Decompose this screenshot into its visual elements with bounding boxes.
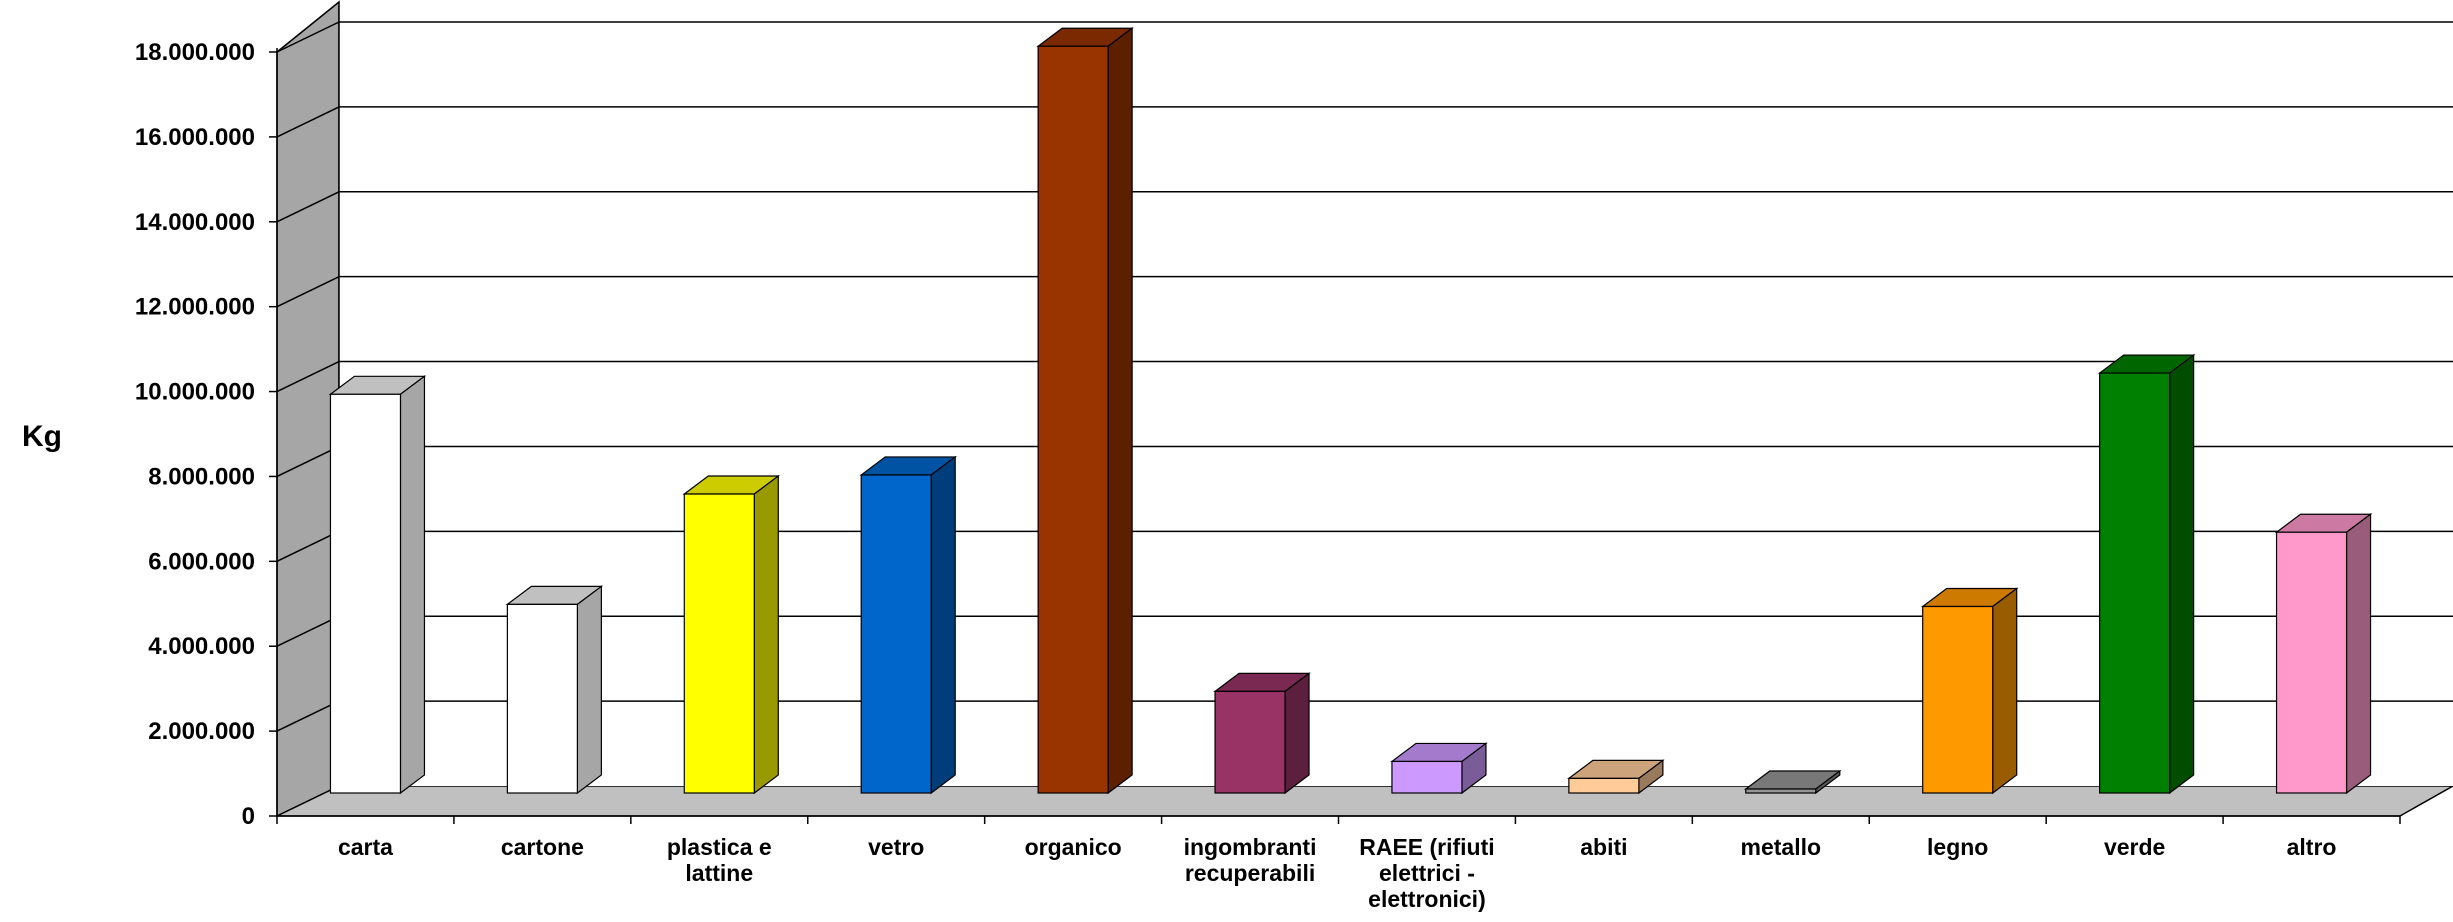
x-category-label: abiti [1580, 834, 1627, 860]
bar-9 [1920, 587, 2019, 795]
bar-front [683, 493, 755, 794]
gridline-diagonal [276, 21, 340, 53]
x-category-label: RAEE (rifiuti elettrici -elettronici) [1359, 834, 1494, 912]
bar-front [1745, 788, 1817, 794]
gridline-diagonal [276, 445, 340, 478]
gridline-diagonal [276, 615, 340, 647]
bar-front [860, 474, 932, 794]
bar-side [2345, 513, 2372, 795]
bar-front [1922, 605, 1994, 794]
bar-7 [1567, 759, 1665, 795]
gridline-diagonal [276, 275, 340, 308]
x-category-labels: carta cartone plastica e lattine vetro organi… [276, 815, 2401, 912]
x-category-label: cartone [501, 834, 584, 860]
gridline-diagonal [276, 106, 340, 138]
y-tick-label: 12.000.000 [135, 294, 255, 321]
side-wall [276, 0, 340, 818]
bar-side [399, 375, 426, 795]
gridline-diagonal [276, 700, 340, 732]
bar-6 [1390, 742, 1488, 795]
gridline-diagonal [276, 191, 340, 223]
bar-10 [2097, 353, 2196, 795]
bar-side [753, 474, 779, 795]
x-category-label: metallo [1741, 834, 1822, 860]
y-tick-label: 0 [242, 803, 255, 830]
bar-side [930, 455, 956, 795]
x-category-label: altro [2287, 834, 2337, 860]
y-tick-label: 2.000.000 [148, 718, 255, 745]
x-category-label: vetro [868, 834, 924, 860]
bar-11 [2274, 513, 2373, 795]
x-category-label: legno [1927, 834, 1988, 860]
bar-front [329, 393, 402, 794]
y-axis-title: Kg [22, 420, 62, 453]
bar-1 [505, 585, 604, 795]
y-tick-label: 14.000.000 [135, 209, 255, 236]
bar-front [506, 603, 578, 794]
y-tick-label: 6.000.000 [148, 548, 255, 575]
bars [328, 27, 2373, 795]
bar-front [1214, 690, 1286, 794]
bar-5 [1213, 672, 1311, 795]
bar-front [1037, 45, 1109, 794]
x-category-label: ingombranti recuperabili [1184, 834, 1317, 886]
bar-side [1992, 587, 2018, 795]
bar-side [576, 585, 602, 795]
bar-0 [328, 375, 427, 795]
y-tick-labels: 0 2.000.000 4.000.000 6.000.000 8.000.000 10.… [135, 39, 277, 830]
bar-side [1284, 672, 1310, 795]
bar-8 [1743, 769, 1842, 795]
bar-2 [682, 474, 781, 795]
bar-front [1391, 760, 1463, 794]
bar-side [1107, 27, 1133, 795]
y-tick-label: 18.000.000 [135, 39, 255, 66]
bar-side [2169, 353, 2195, 795]
bar-front [2099, 372, 2171, 794]
x-category-label: verde [2104, 834, 2165, 860]
y-tick-label: 16.000.000 [135, 124, 255, 151]
y-tick-label: 8.000.000 [148, 463, 255, 490]
bar-3 [859, 455, 958, 795]
bar-front [1568, 777, 1640, 794]
gridline-diagonal [276, 530, 340, 563]
bar-front [2275, 531, 2348, 794]
bar-4 [1036, 27, 1134, 795]
y-tick-label: 10.000.000 [135, 379, 255, 406]
x-category-label: carta [338, 834, 393, 860]
y-tick-label: 4.000.000 [148, 633, 255, 660]
x-category-label: plastica e lattine [667, 834, 772, 886]
x-category-label: organico [1025, 834, 1122, 860]
gridline-diagonal [276, 360, 340, 393]
